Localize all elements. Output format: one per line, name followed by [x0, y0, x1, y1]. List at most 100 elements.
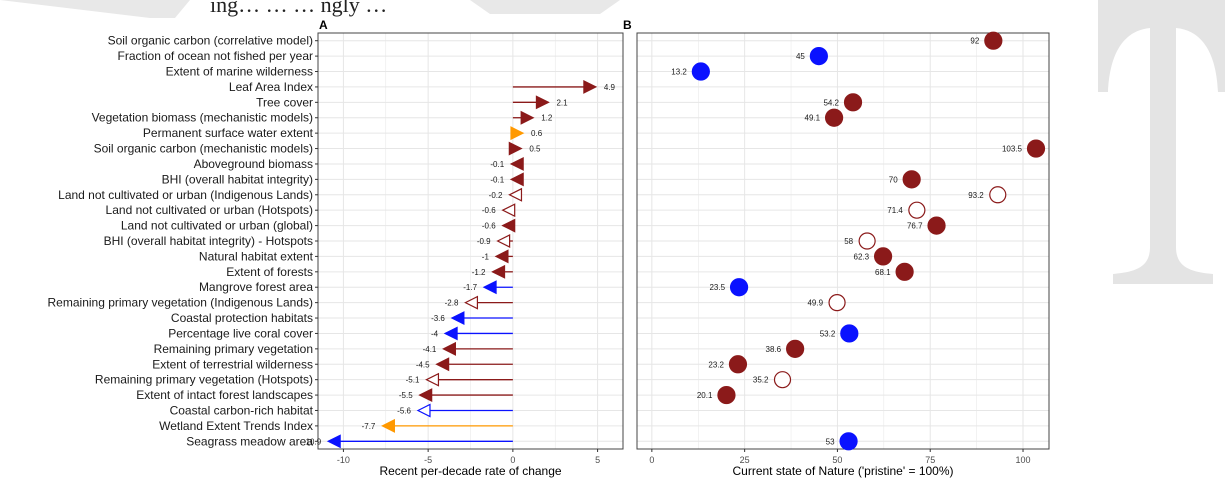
row-label: Fraction of ocean not fished per year [118, 49, 313, 63]
row-label: Seagrass meadow area [186, 434, 313, 448]
point-value-label: 76.7 [907, 222, 923, 231]
panel-a: A -10 -5 0 5 Recent per-decade rate of change… [303, 18, 624, 478]
arrow-head [482, 280, 497, 295]
arrow-head [491, 264, 506, 279]
point-value-label: 93.2 [968, 191, 984, 200]
row-label: Extent of marine wilderness [166, 65, 313, 79]
arrow-head [510, 126, 525, 141]
arrow-head [496, 234, 511, 248]
arrow-head [535, 95, 550, 110]
row-label: Extent of terrestrial wilderness [152, 357, 313, 371]
arrow-head [326, 434, 341, 449]
point-marker [927, 216, 946, 235]
arrow-value-label: -7.7 [362, 422, 376, 431]
x-tick-label: 50 [832, 455, 842, 465]
panel-b: B 0 25 50 75 100 Current state of Nature ('pri… [623, 18, 1050, 478]
arrow-head [416, 403, 431, 418]
point-marker [895, 262, 914, 281]
arrow-value-label: -0.9 [477, 237, 491, 246]
row-label: Tree cover [256, 95, 313, 109]
arrow-value-label: 4.9 [604, 83, 616, 92]
arrow-head [435, 357, 450, 372]
point-marker [1026, 139, 1046, 158]
arrow-value-label: 1.2 [541, 114, 553, 123]
point-value-label: 23.2 [708, 360, 724, 369]
row-labels: Soil organic carbon (correlative model)F… [48, 34, 318, 448]
arrow-head [508, 141, 523, 156]
arrow-value-label: -3.6 [431, 314, 445, 323]
point-marker [824, 108, 844, 127]
arrow-value-label: -0.6 [482, 222, 496, 231]
row-label: BHI (overall habitat integrity) - Hotspo… [104, 234, 313, 248]
point-marker [873, 247, 893, 266]
arrow-value-label: 0.6 [531, 129, 543, 138]
point-marker [728, 355, 748, 374]
arrow-value-label: -0.6 [482, 206, 496, 215]
point-marker [858, 232, 876, 250]
header-shape-left [0, 0, 190, 18]
arrow-value-label: -0.1 [490, 175, 504, 184]
point-value-label: 62.3 [854, 252, 870, 261]
point-marker [902, 170, 921, 189]
arrow-head [508, 187, 523, 202]
point-marker [984, 31, 1003, 50]
row-label: Natural habitat extent [199, 249, 314, 263]
x-tick-label: 0 [510, 455, 515, 465]
arrow-head [509, 172, 524, 187]
point-value-label: 92 [970, 37, 979, 46]
point-marker [839, 432, 858, 451]
background-header-fragment: ing… … … ngly … [0, 0, 1225, 30]
point-value-label: 20.1 [697, 391, 713, 400]
arrow-head [464, 295, 479, 310]
row-label: Remaining primary vegetation (Hotspots) [95, 373, 313, 387]
point-value-label: 54.2 [823, 98, 839, 107]
x-tick-label: 5 [595, 455, 600, 465]
row-label: Mangrove forest area [199, 280, 313, 294]
point-value-label: 23.5 [709, 283, 725, 292]
point-marker [691, 62, 710, 81]
arrow-value-label: -1.2 [472, 268, 486, 277]
x-axis-title: Recent per-decade rate of change [379, 464, 561, 478]
arrow-value-label: 2.1 [556, 98, 568, 107]
row-label: BHI (overall habitat integrity) [162, 172, 313, 186]
x-tick-label: -5 [424, 455, 432, 465]
x-tick-label: 100 [1016, 455, 1031, 465]
arrow-head [520, 110, 535, 125]
point-marker [786, 339, 805, 358]
point-marker [773, 371, 792, 389]
arrow-value-label: -4.5 [416, 360, 430, 369]
point-marker [717, 385, 736, 405]
point-marker [843, 93, 863, 112]
x-axis-title: Current state of Nature ('pristine' = 10… [732, 464, 953, 478]
arrow-value-label: -5.1 [406, 376, 420, 385]
arrow-value-label: -0.1 [490, 160, 504, 169]
point-value-label: 70 [889, 175, 898, 184]
decorative-serif-letter [1098, 0, 1225, 284]
arrow-head [443, 326, 458, 341]
row-label: Leaf Area Index [229, 80, 313, 94]
point-marker [729, 278, 749, 297]
arrow-value-label: -4 [431, 329, 439, 338]
arrow-head [442, 341, 456, 356]
point-value-label: 13.2 [671, 68, 687, 77]
point-marker [809, 47, 828, 66]
row-label: Aboveground biomass [194, 157, 313, 171]
x-tick-label: 0 [649, 455, 654, 465]
row-label: Land not cultivated or urban (Hotspots) [106, 203, 313, 217]
header-fragment-text: ing… … … ngly … [210, 0, 387, 17]
point-value-label: 49.1 [805, 114, 821, 123]
row-label: Remaining primary vegetation [154, 342, 313, 356]
arrow-value-label: -2.8 [445, 299, 459, 308]
arrow-value-label: -5.5 [399, 391, 413, 400]
arrow-head [450, 311, 465, 326]
row-label: Permanent surface water extent [143, 126, 314, 140]
row-label: Land not cultivated or urban (Indigenous… [58, 188, 313, 202]
point-value-label: 35.2 [753, 376, 769, 385]
header-fragment-graphic: ing… … … ngly … [0, 0, 620, 18]
point-marker [840, 324, 859, 343]
row-label: Remaining primary vegetation (Indigenous… [48, 296, 313, 310]
arrow-value-label: -1 [482, 252, 490, 261]
point-value-label: 53 [826, 437, 835, 446]
point-value-label: 71.4 [887, 206, 903, 215]
arrow-head [494, 249, 509, 264]
